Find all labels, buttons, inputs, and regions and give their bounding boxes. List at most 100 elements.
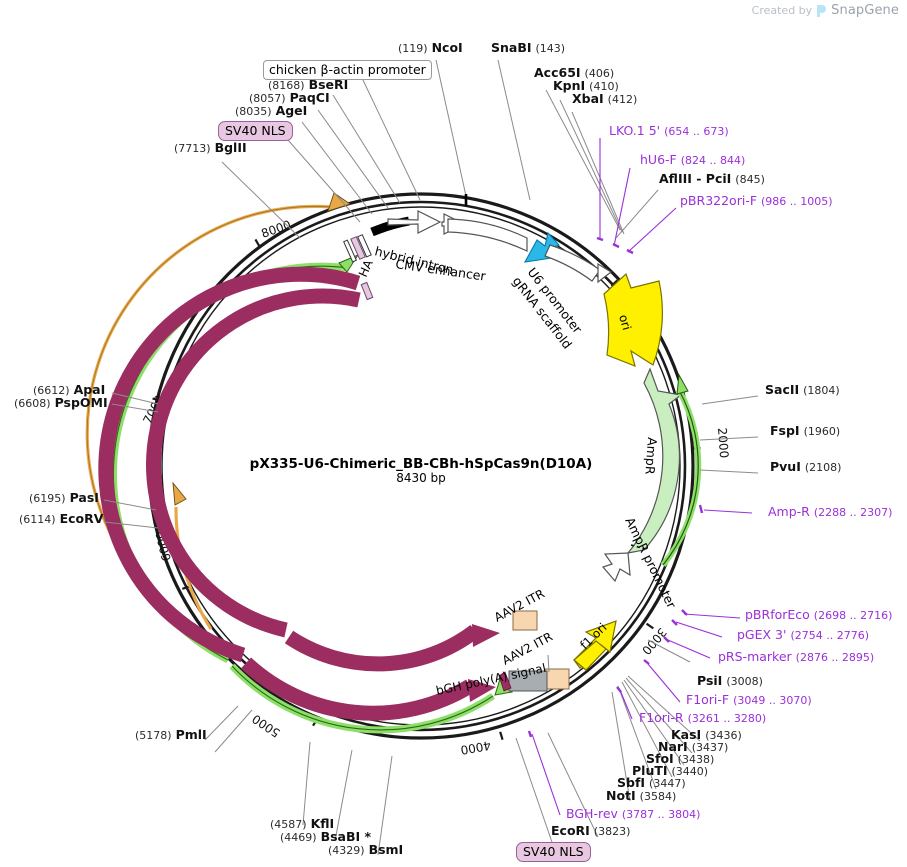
primer-range: (654 .. 673)	[664, 125, 729, 138]
primer-range: (986 .. 1005)	[761, 195, 833, 208]
primer-range: (3261 .. 3280)	[687, 712, 767, 725]
ampr-green-track	[660, 373, 702, 567]
enzyme-pos: (119)	[398, 42, 428, 55]
enzyme-pos: (845)	[735, 173, 765, 186]
enzyme-name: BsaBI *	[320, 829, 372, 844]
feature-label-sv40-nls-top: SV40 NLS	[218, 121, 293, 141]
enzyme-pos: (1960)	[803, 425, 841, 438]
cbh-promoter-elements	[370, 210, 528, 252]
orange-arrowhead-mid	[172, 481, 187, 506]
enzyme-label-psii: PsiI (3008)	[697, 674, 763, 688]
cas9-arrow-outer	[98, 266, 496, 721]
enzyme-label-apai: (6612) ApaI	[33, 383, 105, 397]
enzyme-label-kasi: KasI (3436)	[671, 728, 742, 742]
primer-name: LKO.1 5'	[609, 123, 661, 138]
primer-name: F1ori-R	[639, 710, 684, 725]
primer-label-amp-r: Amp-R (2288 .. 2307)	[768, 505, 892, 519]
primer-name: pRS-marker	[718, 649, 792, 664]
primer-name: pBR322ori-F	[680, 193, 758, 208]
enzyme-label-bseri: (8168) BseRI	[268, 77, 349, 92]
enzyme-label-bglii: (7713) BglII	[174, 141, 247, 155]
primer-label-pbrforeco: pBRforEco (2698 .. 2716)	[745, 607, 892, 622]
enzyme-label-pspomi: (6608) PspOMI	[14, 396, 108, 410]
enzyme-name: SfoI	[646, 751, 674, 766]
enzyme-pos: (3823)	[593, 825, 631, 838]
enzyme-pos: (4329)	[328, 844, 365, 857]
enzyme-pos: (6608)	[14, 397, 51, 410]
enzyme-name: EcoRV	[59, 511, 104, 526]
primer-label-f1ori-r: F1ori-R (3261 .. 3280)	[639, 710, 767, 725]
enzyme-label-pasi: (6195) PasI	[29, 490, 99, 505]
enzyme-label-noti: NotI (3584)	[606, 789, 676, 803]
enzyme-pos: (3008)	[726, 675, 763, 688]
enzyme-pos: (4469)	[280, 831, 317, 844]
ori-arrow	[603, 272, 663, 367]
enzyme-label-ecori: EcoRI (3823)	[551, 824, 631, 838]
enzyme-pos: (5178)	[135, 729, 172, 742]
enzyme-pos: (3436)	[705, 729, 742, 742]
enzyme-name: PasI	[69, 490, 99, 505]
enzyme-pos: (8057)	[249, 92, 286, 105]
primer-leader-lines	[527, 138, 753, 816]
feature-label-chicken-actin-promoter: chicken β-actin promoter	[263, 60, 432, 80]
enzyme-label-sbfi: SbfI (3447)	[617, 775, 686, 790]
enzyme-label-acc65i: Acc65I (406)	[534, 66, 615, 80]
enzyme-pos: (6114)	[19, 513, 56, 526]
enzyme-label-sacii: SacII (1804)	[765, 383, 840, 397]
enzyme-name: KpnI	[553, 78, 586, 93]
enzyme-pos: (410)	[589, 80, 619, 93]
primer-name: BGH-rev	[566, 806, 618, 821]
enzyme-label-kfli: (4587) KflI	[270, 817, 334, 831]
enzyme-name: NarI	[658, 739, 688, 754]
enzyme-label-pvui: PvuI (2108)	[770, 460, 842, 474]
primer-range: (2754 .. 2776)	[790, 629, 869, 642]
enzyme-name: SnaBI	[491, 40, 532, 55]
enzyme-label-agei: (8035) AgeI	[235, 103, 308, 118]
enzyme-pos: (2108)	[804, 461, 842, 474]
enzyme-label-xbai: XbaI (412)	[572, 92, 638, 106]
primer-name: pGEX 3'	[737, 627, 787, 642]
enzyme-label-pluti: PluTI (3440)	[632, 764, 708, 778]
enzyme-label-nari: NarI (3437)	[658, 739, 729, 754]
enzyme-pos: (8168)	[268, 79, 305, 92]
ampr-arrow	[601, 367, 683, 583]
itr-leader	[547, 654, 550, 673]
primer-label-pbr322ori-f: pBR322ori-F (986 .. 1005)	[680, 193, 833, 208]
primer-range: (824 .. 844)	[680, 154, 746, 167]
enzyme-label-ncoi: (119) NcoI	[398, 40, 463, 55]
snapgene-name: SnapGene	[831, 3, 899, 18]
enzyme-pos: (8035)	[235, 105, 272, 118]
f1-ori-arrow	[573, 620, 617, 671]
enzyme-pos: (143)	[535, 42, 566, 55]
enzyme-label-kpni: KpnI (410)	[553, 78, 619, 93]
enzyme-pos: (412)	[607, 93, 638, 106]
enzyme-pos: (6612)	[33, 384, 70, 397]
enzyme-name: PaqCI	[289, 90, 330, 105]
ori-label: ori	[616, 313, 634, 332]
enzyme-name: FspI	[770, 423, 800, 438]
primer-name: pBRforEco	[745, 607, 810, 622]
tick-label-5000: 5000	[250, 711, 283, 740]
tick-label-4000: 4000	[459, 738, 492, 757]
ha-label: HA	[356, 257, 376, 279]
enzyme-pos: (406)	[584, 67, 615, 80]
enzyme-name: SbfI	[617, 775, 646, 790]
enzyme-label-fspi: FspI (1960)	[770, 423, 841, 438]
enzyme-label-aflIII-pciI: AflIII - PciI (845)	[659, 172, 765, 186]
enzyme-name: BseRI	[308, 77, 349, 92]
enzyme-pos: (3437)	[691, 741, 729, 754]
enzyme-pos: (7713)	[174, 142, 211, 155]
primer-label-bgh-rev: BGH-rev (3787 .. 3804)	[566, 806, 700, 821]
u6-grna-elements	[523, 231, 613, 284]
enzyme-name: NcoI	[431, 40, 463, 55]
enzyme-label-bsmi: (4329) BsmI	[328, 843, 403, 857]
primer-label-lko1-5: LKO.1 5' (654 .. 673)	[609, 123, 729, 138]
enzyme-name: PmlI	[175, 727, 207, 742]
primer-range: (3049 .. 3070)	[733, 694, 812, 707]
enzyme-name: AgeI	[275, 103, 308, 118]
cas9-d10a-arrow	[146, 288, 500, 672]
ha-nls-marks	[343, 234, 374, 301]
primer-range: (2876 .. 2895)	[795, 651, 875, 664]
